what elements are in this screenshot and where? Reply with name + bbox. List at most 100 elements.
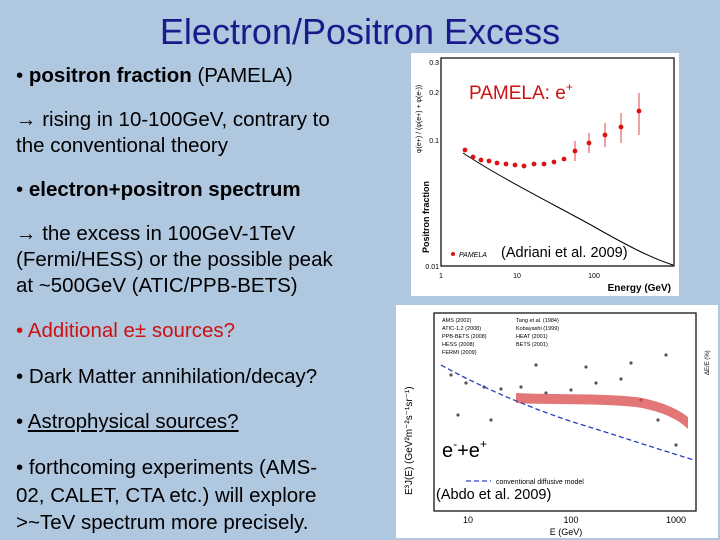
data-point [512, 162, 518, 168]
data-point [464, 381, 468, 385]
bullet-positron-fraction: • positron fraction (PAMELA) [16, 63, 293, 88]
bullet-forthcoming: • forthcoming experiments (AMS- [16, 455, 317, 480]
bullet6-line2: 02, CALET, CTA etc.) will explore [16, 484, 317, 507]
legend-item: BETS (2001) [516, 342, 548, 348]
fermi-overlay-label: e-+e+ [442, 437, 487, 462]
pamela-figure: Positron fraction φ(e+) / (φ(e+) + φ(e-)… [411, 53, 679, 296]
legend-item: Tang et al. (1984) [516, 318, 559, 324]
legend-item: AMS (2002) [442, 318, 472, 324]
data-point [569, 388, 573, 392]
data-point [489, 418, 493, 422]
bullet1-strong: positron fraction [28, 64, 192, 87]
legend-left: AMS (2002) ATIC-1,2 (2008) PPB-BETS (200… [442, 318, 487, 356]
bullet-glyph: • [16, 319, 24, 342]
data-point [519, 385, 523, 389]
data-point [629, 361, 633, 365]
data-point [462, 147, 468, 153]
bullet3-text: Additional e± sources? [27, 319, 236, 342]
data-point [478, 157, 484, 163]
plot-frame [440, 57, 675, 267]
side-label: ΔE/E (%) [705, 350, 711, 375]
legend-marker [451, 252, 455, 256]
bullet2-text: electron+positron spectrum [28, 178, 301, 201]
x-tick-10: 10 [463, 515, 473, 525]
legend-label: PAMELA [459, 252, 487, 259]
sub1-line1: rising in 10-100GeV, contrary to [42, 108, 330, 131]
bullet5-text: Astrophysical sources? [27, 410, 239, 433]
fermi-band [516, 393, 688, 429]
data-point [499, 387, 503, 391]
legend-item: Kobayashi (1999) [516, 326, 559, 332]
y-tick-0-2: 0.2 [429, 90, 439, 97]
data-point [494, 160, 500, 166]
bullet-additional-sources: • Additional e± sources? [16, 318, 235, 343]
model-curve [462, 152, 674, 266]
data-point [674, 443, 678, 447]
bullet-glyph: • [16, 365, 24, 388]
x-tick-10: 10 [513, 273, 521, 280]
pamela-overlay-label: PAMELA: e+ [469, 80, 573, 104]
data-point [584, 365, 588, 369]
y-axis-label: Positron fraction [421, 181, 431, 253]
bullet-glyph: • [16, 178, 24, 201]
data-point [551, 159, 557, 165]
data-point [594, 381, 598, 385]
data-point [456, 413, 460, 417]
data-point [656, 418, 660, 422]
x-tick-1: 1 [439, 273, 443, 280]
y-tick-0-3: 0.3 [429, 60, 439, 67]
bullet-glyph: • [16, 410, 24, 433]
x-axis-label: E (GeV) [550, 527, 583, 537]
x-tick-100: 100 [563, 515, 578, 525]
arrow-icon: → [16, 222, 37, 245]
data-point [544, 391, 548, 395]
legend-right: Tang et al. (1984) Kobayashi (1999) HEAT… [516, 318, 559, 348]
bullet1-rest: (PAMELA) [197, 64, 293, 87]
legend-item: PPB-BETS (2008) [442, 334, 487, 340]
y-tick-0-1: 0.1 [429, 138, 439, 145]
legend-item: HESS (2008) [442, 342, 475, 348]
sub-bullet-rising: → rising in 10-100GeV, contrary to [16, 107, 330, 132]
data-point [664, 353, 668, 357]
data-point [619, 377, 623, 381]
data-point [449, 373, 453, 377]
pamela-data-points [462, 93, 642, 169]
sub1-line2: the conventional theory [16, 134, 228, 157]
slide-title: Electron/Positron Excess [159, 11, 561, 52]
bullet-astrophysical: • Astrophysical sources? [16, 409, 239, 434]
bullet-electron-positron-spectrum: • electron+positron spectrum [16, 177, 301, 202]
sub-bullet-excess: → the excess in 100GeV-1TeV [16, 221, 295, 246]
data-point [470, 154, 476, 160]
sub2-line3: at ~500GeV (ATIC/PPB-BETS) [16, 274, 298, 297]
y-axis-formula: φ(e+) / (φ(e+) + φ(e-)) [416, 85, 423, 153]
sub2-line1: the excess in 100GeV-1TeV [42, 222, 296, 245]
data-point [521, 163, 527, 169]
x-tick-1000: 1000 [666, 515, 686, 525]
bullet6-line1: forthcoming experiments (AMS- [28, 456, 318, 479]
data-point [561, 156, 567, 162]
bullet-dark-matter: • Dark Matter annihilation/decay? [16, 364, 317, 389]
fermi-citation: (Abdo et al. 2009) [436, 487, 551, 503]
bullet-glyph: • [16, 64, 24, 87]
fermi-plot: E³J(E) (GeV²m⁻²s⁻¹sr⁻¹) 10 100 1000 E (G… [404, 312, 711, 537]
data-point [486, 158, 492, 164]
plot-frame [433, 312, 697, 512]
data-point [534, 363, 538, 367]
model-label: conventional diffusive model [496, 479, 584, 486]
fermi-figure: E³J(E) (GeV²m⁻²s⁻¹sr⁻¹) 10 100 1000 E (G… [396, 305, 718, 538]
pamela-citation: (Adriani et al. 2009) [501, 245, 628, 261]
legend-item: ATIC-1,2 (2008) [442, 326, 481, 332]
y-axis-label: E³J(E) (GeV²m⁻²s⁻¹sr⁻¹) [404, 386, 415, 495]
sub2-line2: (Fermi/HESS) or the possible peak [16, 248, 333, 271]
legend-item: FERMI (2009) [442, 350, 477, 356]
y-tick-0-01: 0.01 [425, 264, 439, 271]
legend-item: HEAT (2001) [516, 334, 548, 340]
bullet6-line3: >~TeV spectrum more precisely. [16, 511, 309, 534]
conventional-model-curve [440, 364, 695, 461]
data-point [541, 161, 547, 167]
pamela-plot: Positron fraction φ(e+) / (φ(e+) + φ(e-)… [416, 57, 675, 294]
data-point [503, 161, 509, 167]
x-tick-100: 100 [588, 273, 600, 280]
data-point [531, 161, 537, 167]
bullet-glyph: • [16, 456, 24, 479]
